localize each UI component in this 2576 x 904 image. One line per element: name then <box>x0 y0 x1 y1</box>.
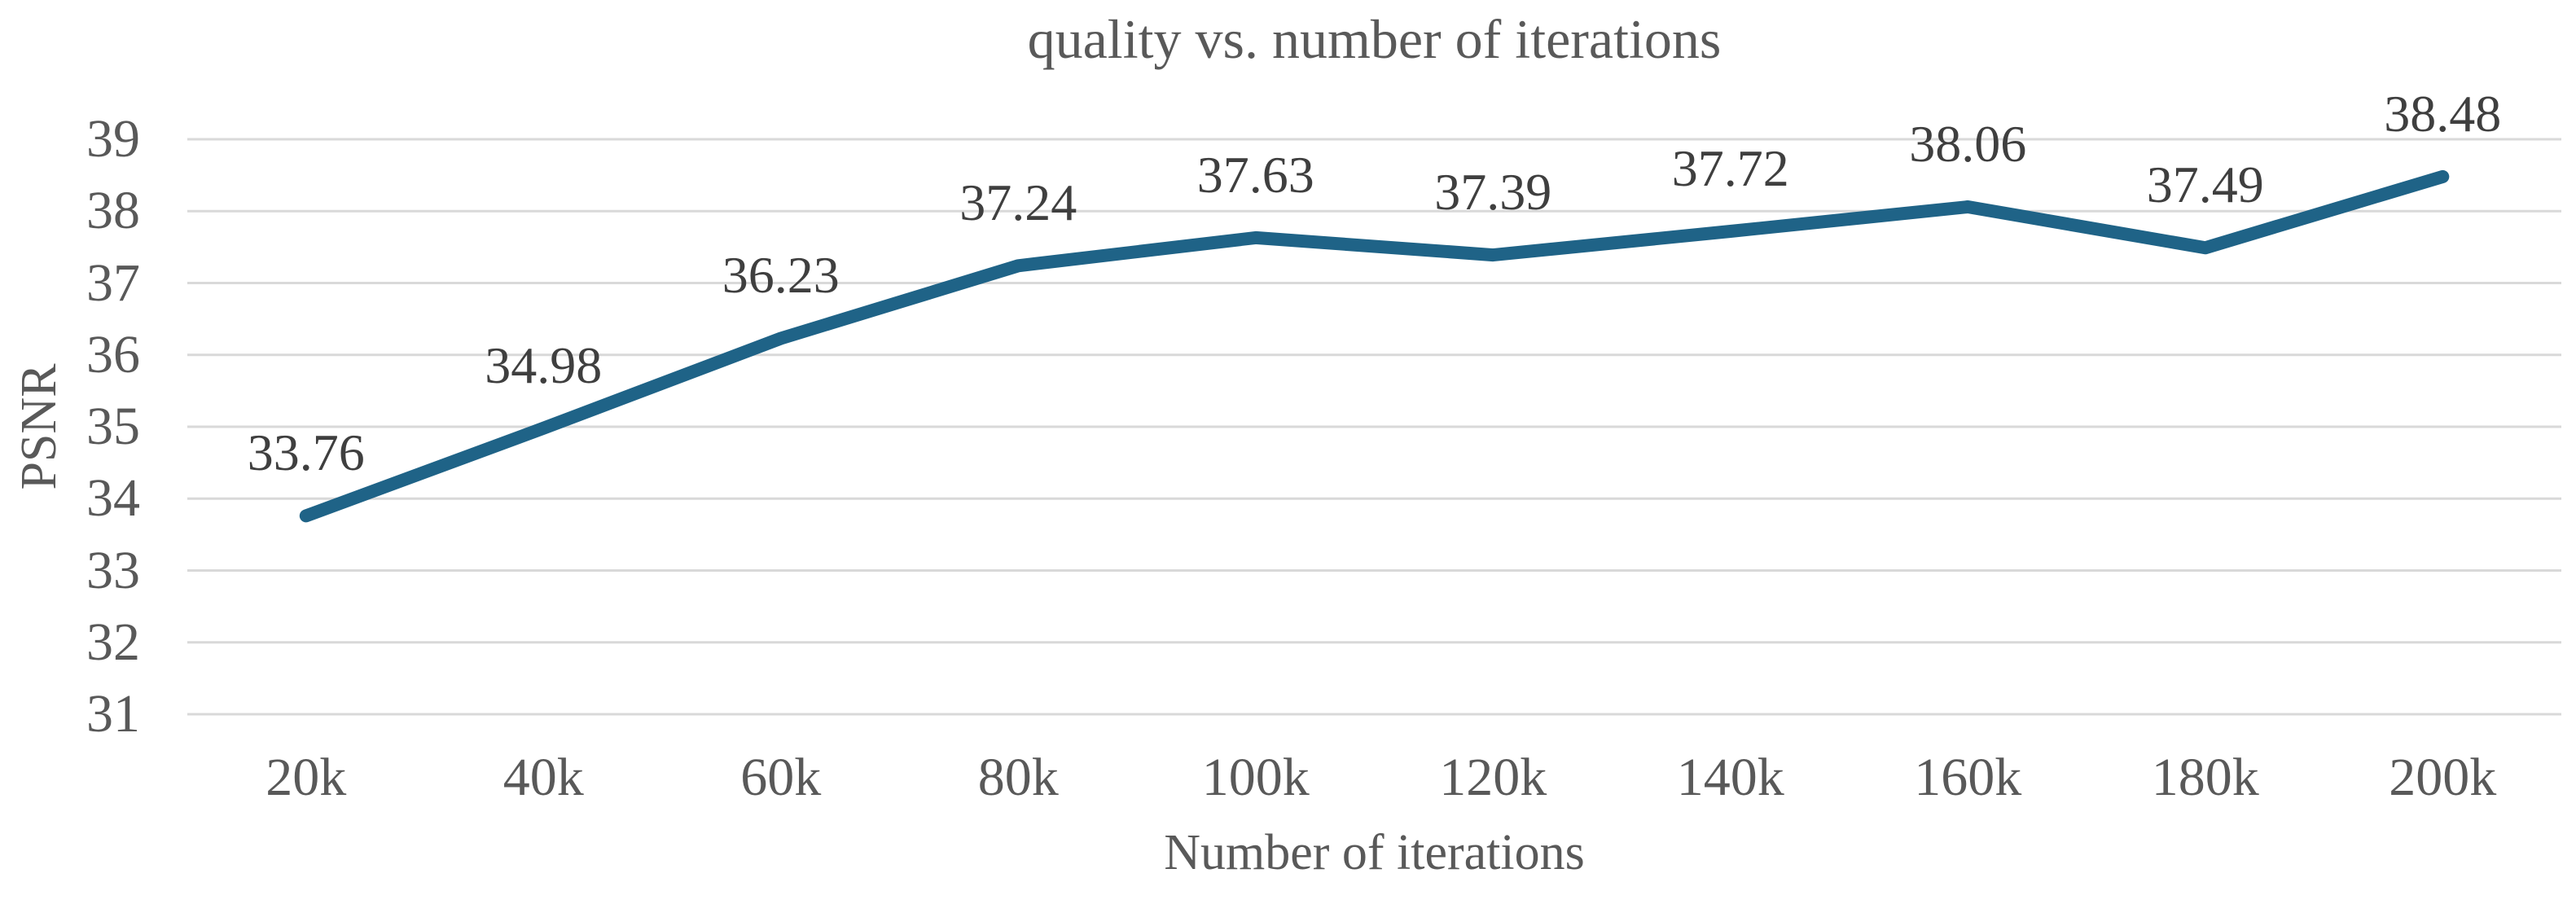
x-tick-label-100k: 100k <box>1201 748 1310 807</box>
y-tick-label-36: 36 <box>86 324 140 384</box>
data-label-140k: 37.72 <box>1671 138 1789 197</box>
chart-title: quality vs. number of iterations <box>1027 8 1722 70</box>
y-tick-label-37: 37 <box>86 252 140 313</box>
y-tick-label-31: 31 <box>86 684 140 744</box>
y-tick-label-32: 32 <box>86 612 140 672</box>
data-label-160k: 38.06 <box>1909 114 2027 173</box>
data-label-180k: 37.49 <box>2146 156 2264 214</box>
x-tick-label-80k: 80k <box>977 748 1059 807</box>
x-axis-title: Number of iterations <box>1164 825 1585 880</box>
y-tick-label-33: 33 <box>86 540 140 600</box>
y-tick-label-34: 34 <box>86 468 140 529</box>
x-tick-label-40k: 40k <box>502 748 584 807</box>
x-tick-label-160k: 160k <box>1914 748 2022 807</box>
x-tick-label-140k: 140k <box>1676 748 1784 807</box>
gridlines <box>187 138 2561 716</box>
y-tick-label-38: 38 <box>86 181 140 241</box>
x-tick-label-60k: 60k <box>740 748 822 807</box>
series-line-psnr <box>299 169 2450 523</box>
data-label-40k: 34.98 <box>485 336 603 394</box>
y-axis-title: PSNR <box>11 363 67 490</box>
data-label-100k: 37.63 <box>1196 145 1314 204</box>
data-label-20k: 33.76 <box>247 423 365 482</box>
x-tick-label-200k: 200k <box>2389 748 2497 807</box>
x-tick-label-180k: 180k <box>2151 748 2259 807</box>
x-tick-label-120k: 120k <box>1439 748 1547 807</box>
data-label-200k: 38.48 <box>2384 84 2502 143</box>
y-tick-label-39: 39 <box>86 109 140 169</box>
y-tick-label-35: 35 <box>86 397 140 456</box>
data-label-120k: 37.39 <box>1434 163 1552 222</box>
data-label-60k: 36.23 <box>722 246 840 305</box>
x-tick-label-20k: 20k <box>265 748 347 807</box>
data-label-80k: 37.24 <box>959 173 1077 232</box>
